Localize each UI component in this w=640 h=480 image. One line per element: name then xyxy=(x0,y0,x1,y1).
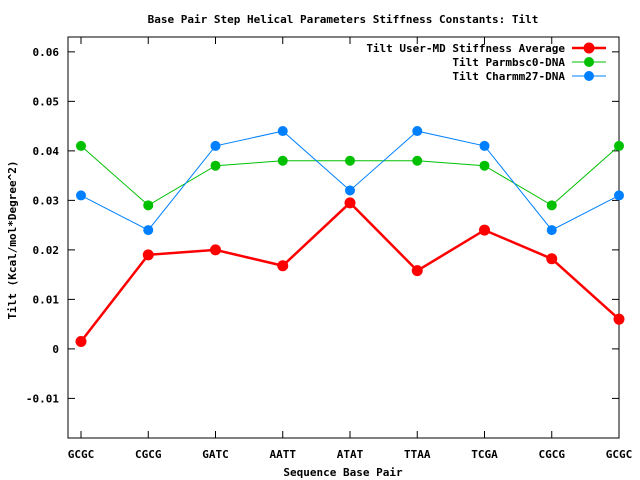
data-point xyxy=(210,244,221,256)
data-point xyxy=(344,197,356,209)
series-3 xyxy=(76,126,624,236)
data-point xyxy=(143,200,154,211)
series-layer xyxy=(75,126,625,347)
legend-marker xyxy=(584,71,594,81)
data-point xyxy=(613,313,625,325)
data-point xyxy=(345,185,355,196)
data-point xyxy=(614,190,624,201)
x-tick-label: GCGC xyxy=(606,448,633,461)
data-point xyxy=(479,160,490,171)
y-tick-label: 0.03 xyxy=(33,194,60,207)
x-tick-label: CGCG xyxy=(135,448,162,461)
x-axis-label: Sequence Base Pair xyxy=(283,466,403,479)
x-tick-label: CGCG xyxy=(539,448,566,461)
data-point xyxy=(75,335,87,347)
legend-label: Tilt Charmm27-DNA xyxy=(452,70,565,83)
data-point xyxy=(412,126,423,137)
plot-area-border xyxy=(67,36,620,439)
series-line xyxy=(80,145,620,206)
data-point xyxy=(210,160,221,171)
data-point xyxy=(479,224,490,236)
series-line xyxy=(80,201,620,343)
series-2 xyxy=(76,140,624,211)
legend-marker xyxy=(583,42,595,54)
y-tick-label: 0.02 xyxy=(33,244,60,257)
series-1 xyxy=(75,197,625,347)
legend-label: Tilt Parmbsc0-DNA xyxy=(452,56,565,69)
y-tick-label: 0.01 xyxy=(33,293,60,306)
data-point xyxy=(411,265,423,277)
legend-marker xyxy=(584,57,594,67)
data-point xyxy=(614,140,624,151)
x-tick-label: TCGA xyxy=(471,448,498,461)
data-point xyxy=(76,140,86,151)
y-axis-label: Tilt (Kcal/mol*Degree^2) xyxy=(6,161,19,320)
y-tick-label: 0.05 xyxy=(33,95,60,108)
data-point xyxy=(210,140,221,151)
x-tick-label: TTAA xyxy=(404,448,431,461)
data-point xyxy=(76,190,86,201)
chart-title: Base Pair Step Helical Parameters Stiffn… xyxy=(148,13,539,26)
x-tick-label: ATAT xyxy=(337,448,364,461)
x-tick-label: AATT xyxy=(270,448,297,461)
y-tick-label: 0 xyxy=(52,343,59,356)
data-point xyxy=(546,225,557,236)
data-point xyxy=(546,200,557,211)
data-point xyxy=(479,140,490,151)
data-point xyxy=(546,253,558,265)
data-point xyxy=(143,225,154,236)
data-point xyxy=(277,126,288,137)
series-line xyxy=(80,130,620,231)
x-tick-label: GCGC xyxy=(68,448,95,461)
data-point xyxy=(277,155,288,166)
x-tick-label: GATC xyxy=(202,448,229,461)
legend-label: Tilt User-MD Stiffness Average xyxy=(366,42,565,55)
y-tick-label: 0.06 xyxy=(33,46,60,59)
y-tick-label: 0.04 xyxy=(33,145,60,158)
axis-ticks: -0.01 0 0.01 0.02 0.03 0.04 0.05 0.06 GCGC CGCG GA… xyxy=(26,37,632,461)
data-point xyxy=(345,155,355,166)
data-point xyxy=(412,155,423,166)
data-point xyxy=(142,249,154,261)
y-tick-label: -0.01 xyxy=(26,392,59,405)
data-point xyxy=(277,260,289,272)
